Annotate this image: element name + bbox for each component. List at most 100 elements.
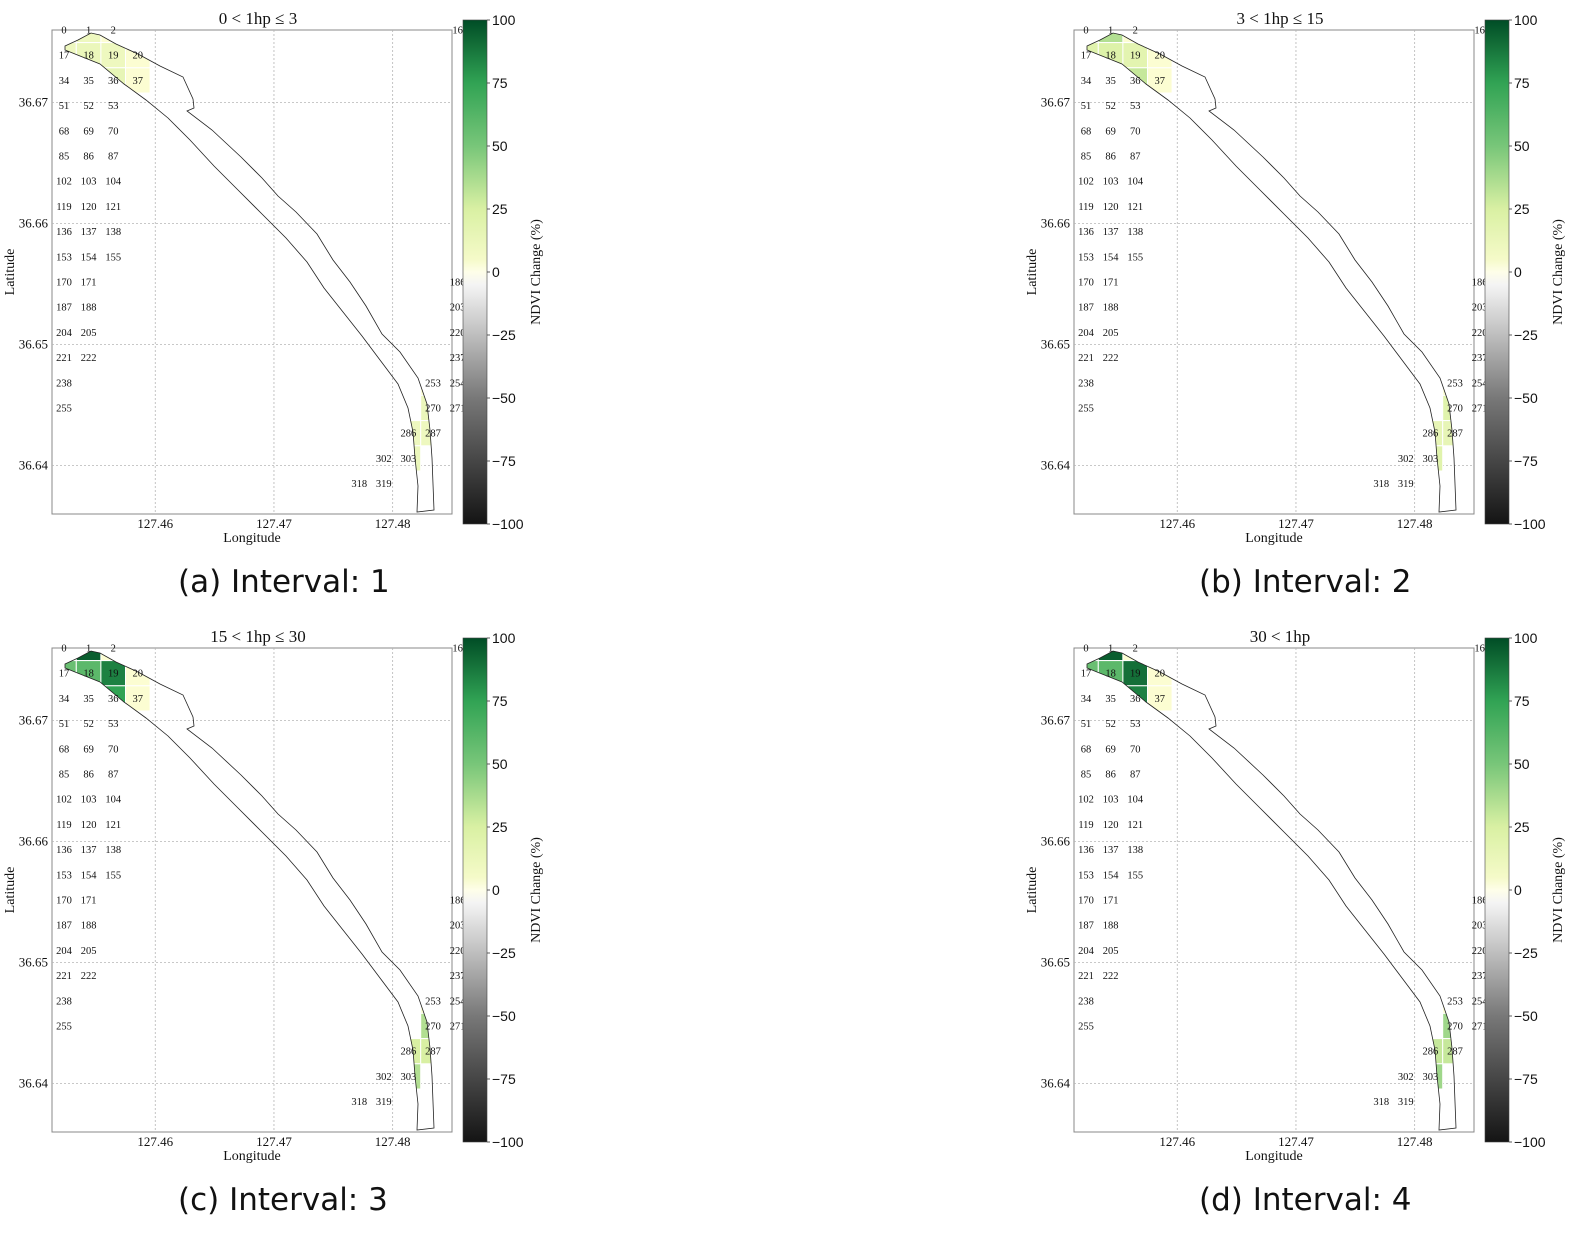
cell-label: 222 [81, 353, 97, 364]
cell-label: 0 [61, 26, 66, 37]
cell-label: 68 [59, 744, 70, 755]
cell-label: 155 [105, 870, 121, 881]
cell-label: 19 [108, 669, 119, 680]
colorbar-tick-label: −25 [492, 945, 516, 961]
cell-label: 37 [133, 694, 144, 705]
cell-label: 222 [1103, 971, 1119, 982]
colorbar-tick-label: −50 [492, 390, 516, 406]
cell-label: 52 [1105, 101, 1116, 112]
cell-label: 204 [56, 328, 73, 339]
cell-label: 271 [450, 1022, 466, 1033]
cell-label: 319 [376, 479, 392, 490]
cell-label: 68 [1081, 744, 1092, 755]
x-axis-label: Longitude [223, 1149, 281, 1164]
cell-label: 237 [450, 353, 466, 364]
cell-label: 85 [1081, 770, 1092, 781]
caption-a: (a) Interval: 1 [178, 564, 390, 600]
colorbar-tick-label: 75 [492, 75, 508, 91]
cell-label: 205 [81, 328, 97, 339]
x-tick-label: 127.46 [137, 516, 173, 531]
chart-title: 30 < 1hp [1250, 627, 1311, 646]
y-axis-label: Latitude [1025, 867, 1040, 914]
colorbar-tick-label: −75 [1514, 1071, 1538, 1087]
colorbar-tick-label: 100 [1514, 12, 1538, 28]
cell-label: 53 [1130, 101, 1141, 112]
plot-frame [1073, 29, 1475, 515]
cell-label: 87 [108, 152, 119, 163]
colorbar-tick-label: 75 [1514, 75, 1530, 91]
plot-frame [1073, 647, 1475, 1133]
cell-label: 254 [1472, 378, 1489, 389]
cell-label: 1 [1108, 644, 1113, 655]
cell-label: 138 [105, 227, 121, 238]
cell-label: 205 [81, 946, 97, 957]
cell-label: 187 [56, 921, 72, 932]
cell-label: 19 [108, 51, 119, 62]
chart-svg: 15 < 1hp ≤ 30 127.46 127.47 127.48 36.67 36.6… [3, 627, 544, 1164]
cell-label: 302 [1398, 454, 1414, 465]
cell-label: 318 [1373, 479, 1389, 490]
corridor-outline [1086, 650, 1457, 1131]
cell-label: 319 [376, 1097, 392, 1108]
colorbar-tick-label: 75 [1514, 693, 1530, 709]
cell-label: 270 [425, 404, 441, 415]
y-tick-label: 36.66 [19, 834, 49, 849]
panel-b: 3 < 1hp ≤ 15 127.46 127.47 127.48 36.67 36.66… [1022, 0, 1582, 618]
cell-label: 170 [56, 278, 72, 289]
cell-label: 153 [1078, 870, 1094, 881]
cell-label: 137 [81, 845, 97, 856]
cell-label: 138 [1127, 845, 1143, 856]
cell-label: 170 [1078, 278, 1094, 289]
cell-label: 255 [1078, 404, 1094, 415]
cell-label: 121 [105, 820, 121, 831]
cell-label: 52 [1105, 719, 1116, 730]
cell-label: 203 [450, 303, 466, 314]
cell-label: 137 [81, 227, 97, 238]
cell-label: 53 [108, 719, 119, 730]
cell-label: 36 [1130, 694, 1141, 705]
cell-label: 16 [452, 26, 463, 37]
x-axis-label: Longitude [223, 531, 281, 546]
colorbar-tick-label: 0 [492, 882, 500, 898]
y-axis-label: Latitude [3, 867, 18, 914]
cell-label: 35 [1105, 76, 1116, 87]
cell-label: 52 [83, 101, 94, 112]
cell-label: 286 [401, 1047, 417, 1058]
cell-label: 121 [105, 202, 121, 213]
cell-label: 221 [56, 971, 72, 982]
cell-37 [125, 685, 151, 712]
colorbar-tick-label: 100 [492, 630, 516, 646]
cell-label: 254 [450, 996, 467, 1007]
cell-label: 104 [1127, 177, 1144, 188]
y-tick-label: 36.65 [19, 955, 48, 970]
cell-label: 253 [1447, 378, 1463, 389]
cell-label: 35 [83, 76, 94, 87]
cell-label: 69 [1105, 126, 1116, 137]
cell-label: 303 [401, 1072, 417, 1083]
cell-label: 188 [81, 921, 97, 932]
y-tick-label: 36.67 [19, 713, 49, 728]
chart-title: 3 < 1hp ≤ 15 [1237, 9, 1324, 28]
cell-label: 138 [105, 845, 121, 856]
colorbar-tick-label: −100 [492, 1134, 524, 1150]
x-tick-label: 127.48 [375, 1134, 411, 1149]
cell-label: 237 [1472, 971, 1488, 982]
cell-label: 103 [81, 177, 97, 188]
colorbar [462, 19, 488, 525]
cell-label: 119 [1078, 820, 1093, 831]
cell-label: 187 [56, 303, 72, 314]
cell-label: 221 [1078, 971, 1094, 982]
cell-label: 187 [1078, 921, 1094, 932]
cell-label: 86 [83, 770, 94, 781]
x-tick-label: 127.48 [375, 516, 411, 531]
cell-label: 85 [59, 152, 70, 163]
cell-label: 203 [450, 921, 466, 932]
cell-label: 136 [1078, 227, 1094, 238]
cell-label: 186 [450, 278, 466, 289]
cell-label: 154 [1103, 252, 1120, 263]
cell-label: 104 [105, 795, 122, 806]
cell-label: 303 [1423, 454, 1439, 465]
x-tick-label: 127.47 [256, 516, 292, 531]
cell-label: 155 [105, 252, 121, 263]
cell-label: 287 [425, 429, 441, 440]
